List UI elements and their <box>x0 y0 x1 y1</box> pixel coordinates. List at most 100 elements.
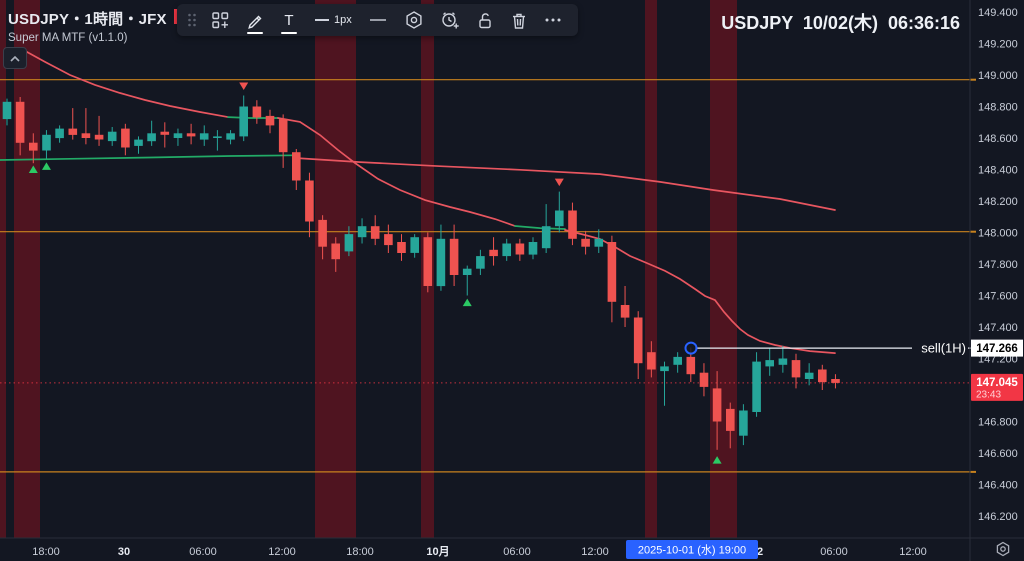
price-axis-label: 146.200 <box>978 511 1018 523</box>
pencil-tool-icon[interactable] <box>238 4 272 36</box>
candle-body <box>94 134 104 140</box>
candle-body <box>502 243 511 257</box>
price-axis-label: 147.800 <box>978 259 1018 271</box>
candle-body <box>186 133 196 137</box>
candle-body <box>804 372 814 379</box>
candle-body <box>292 152 301 181</box>
time-axis-label: 30 <box>118 546 130 558</box>
line-width-button[interactable]: 1px <box>306 4 360 36</box>
time-axis-label: 18:00 <box>32 546 60 558</box>
buy-triangle-icon <box>462 298 472 307</box>
price-axis-label: 147.600 <box>978 291 1018 303</box>
price-axis-label: 146.600 <box>978 448 1018 460</box>
lock-open-icon[interactable] <box>468 4 502 36</box>
candle-body <box>2 101 12 120</box>
candle-body <box>305 180 314 222</box>
candle-body <box>55 128 64 139</box>
candle-body <box>81 133 91 138</box>
candle-body <box>331 243 340 260</box>
price-axis-label: 149.200 <box>978 39 1018 51</box>
buy-triangle-icon <box>712 456 722 464</box>
sell-label: sell(1H) <box>921 341 966 356</box>
candle-body <box>528 242 538 255</box>
candle-body <box>29 142 38 151</box>
candle-body <box>42 134 51 151</box>
candle-body <box>607 242 617 302</box>
drawing-toolbar: T 1px <box>177 4 578 36</box>
price-axis-label: 148.000 <box>978 228 1018 240</box>
price-axis-label: 148.800 <box>978 102 1018 114</box>
ma-flat-line <box>0 154 836 211</box>
candle-body <box>712 388 722 422</box>
candle-body <box>673 356 682 365</box>
alert-clock-add-icon[interactable] <box>432 4 468 36</box>
collapse-legend-button[interactable] <box>3 47 27 69</box>
candle-body <box>173 133 183 138</box>
candle-body <box>160 131 170 135</box>
candle-body <box>384 234 393 246</box>
symbol-title[interactable]: USDJPY・1時間・JFX <box>8 11 167 28</box>
candle-body <box>647 352 656 370</box>
sell-triangle-icon <box>239 82 249 91</box>
signal-markers <box>28 82 722 464</box>
candle-body <box>68 128 78 135</box>
candle-body <box>633 317 643 364</box>
candle-body <box>791 360 801 378</box>
candle-body <box>252 106 262 118</box>
candle-body <box>436 238 446 287</box>
price-axis-label: 149.400 <box>978 7 1018 19</box>
candle-body <box>134 139 143 146</box>
toolbar-drag-handle-icon[interactable] <box>185 4 203 36</box>
time-axis[interactable]: 18:00 30 06:00 12:00 18:00 10月 06:00 12:00 2 06:0… <box>0 537 1024 559</box>
candle-body <box>462 268 472 275</box>
time-axis-label: 12:00 <box>581 546 609 558</box>
candle-body <box>15 101 25 143</box>
candle-body <box>489 249 498 257</box>
buy-triangle-icon <box>41 162 51 170</box>
trend-line-icon[interactable] <box>360 4 396 36</box>
candles[interactable] <box>2 95 840 450</box>
layout-grid-add-icon[interactable] <box>203 4 238 36</box>
time-axis-label: 18:00 <box>346 546 374 558</box>
price-axis[interactable]: 149.400 149.200 149.000 148.800 148.600 148.4… <box>969 0 1023 561</box>
candle-body <box>818 369 827 383</box>
text-tool-icon[interactable]: T <box>272 4 306 36</box>
more-options-icon[interactable] <box>536 4 570 36</box>
time-axis-label: 12:00 <box>899 546 927 558</box>
candle-body <box>344 234 354 252</box>
indicator-label[interactable]: Super MA MTF (v1.1.0) <box>8 32 128 44</box>
last-price-text: 147.045 <box>976 377 1018 389</box>
price-axis-label: 146.400 <box>978 480 1018 492</box>
active-tool-underline <box>247 31 263 34</box>
time-axis-label: 06:00 <box>189 546 217 558</box>
trade-entry-circle-icon <box>684 341 698 355</box>
trash-icon[interactable] <box>502 4 536 36</box>
trade-time-badge <box>626 540 758 559</box>
bar-countdown-text: 23:43 <box>976 389 1001 400</box>
horizontal-price-lines[interactable] <box>0 78 976 473</box>
session-bands <box>0 0 737 538</box>
candle-body <box>226 133 235 140</box>
axis-settings-gear-icon[interactable] <box>996 541 1010 557</box>
time-axis-label: 2 <box>757 546 763 558</box>
sell-triangle-icon <box>554 178 564 187</box>
candle-body <box>752 361 761 412</box>
last-price-badge <box>971 373 1023 401</box>
candle-body <box>278 119 288 153</box>
price-axis-label: 148.200 <box>978 196 1018 208</box>
candle-body <box>699 372 709 387</box>
time-axis-label: 12:00 <box>268 546 296 558</box>
svg-text:T: T <box>284 12 293 29</box>
candle-body <box>726 408 735 431</box>
time-axis-label: 10月 <box>426 545 449 558</box>
candle-body <box>199 133 209 140</box>
symbol-legend[interactable]: USDJPY・1時間・JFX <box>8 8 191 29</box>
candle-body <box>594 238 604 247</box>
candle-body <box>370 226 380 239</box>
settings-hexagon-icon[interactable] <box>396 4 432 36</box>
trade-sell-marker[interactable]: sell(1H) <box>684 341 973 356</box>
active-tool-underline <box>281 31 297 34</box>
